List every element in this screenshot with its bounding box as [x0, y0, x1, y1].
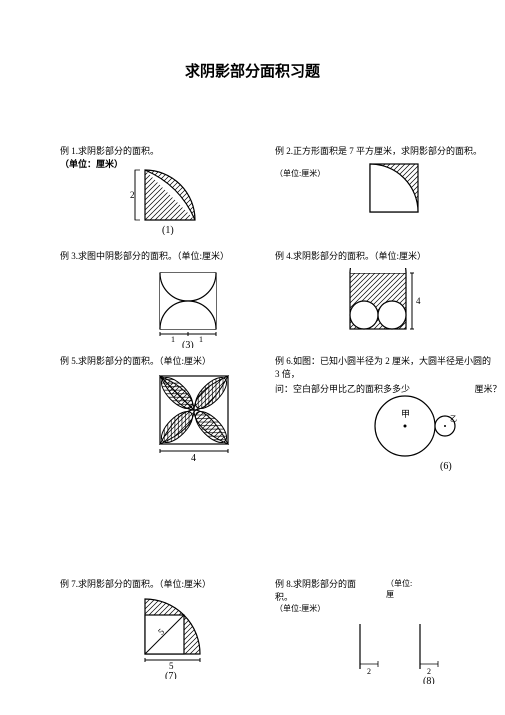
p1-unit: （单位：厘米）: [60, 159, 123, 169]
p3-fignum: (3): [182, 340, 194, 348]
p8-label: 例 8.求阴影部分的面: [275, 579, 356, 589]
p8-label2: 积。: [275, 591, 356, 604]
p8-dim2: 2: [427, 667, 431, 676]
p8-unit-hint: （单位:厘: [386, 578, 412, 614]
figure-1: 2 (1): [130, 165, 205, 235]
p6-mark-a: 甲: [401, 409, 410, 419]
figure-2: [365, 159, 425, 214]
problem-7-text: 例 7.求阴影部分的面积。（单位:厘米）: [60, 578, 260, 591]
p3-dim2: 1: [199, 335, 203, 344]
p7-dim: 5: [169, 661, 174, 671]
problem-2-text: 例 2.正方形面积是 7 平方厘米，求阴影部分的面积。: [275, 145, 495, 158]
problem-4-text: 例 4.求阴影部分的面积。（单位:厘米）: [275, 250, 495, 263]
p1-dim: 2: [130, 190, 135, 200]
figure-4: 4: [345, 268, 425, 333]
figure-3: 1 1 (3): [150, 268, 230, 348]
p1-label: 例 1.求阴影部分的面积。: [60, 146, 159, 156]
p4-dim: 4: [416, 296, 421, 306]
figure-5: 4: [150, 371, 240, 466]
figure-6: 甲 乙 (6): [365, 391, 475, 471]
p8-dim1: 2: [367, 667, 371, 676]
page-title: 求阴影部分面积习题: [0, 0, 505, 81]
p5-dim: 4: [191, 453, 196, 464]
p6-suffix: 厘米？: [475, 384, 502, 394]
problem-5-text: 例 5.求阴影部分的面积。（单位:厘米）: [60, 355, 260, 368]
p3-dim1: 1: [171, 335, 175, 344]
problem-8-text: 例 8.求阴影部分的面: [275, 578, 356, 591]
p8-unit: （单位:厘米）: [275, 603, 356, 614]
figure-8: 2 2 (8): [345, 619, 455, 684]
problem-3-text: 例 3.求图中阴影部分的面积。（单位:厘米）: [60, 250, 260, 263]
problem-6-text: 例 6.如图：已知小圆半径为 2 厘米，大圆半径是小圆的 3 倍，: [275, 355, 495, 380]
figure-7: 5 5 (7): [135, 594, 220, 679]
p1-fignum: (1): [162, 225, 174, 235]
p6-fignum: (6): [440, 461, 452, 471]
p8-fignum: (8): [423, 676, 435, 684]
p6-mark-b: 乙: [450, 415, 457, 423]
p6-q: 问：空白部分甲比乙的面积多多少: [275, 384, 410, 394]
p7-fignum: (7): [165, 671, 177, 679]
